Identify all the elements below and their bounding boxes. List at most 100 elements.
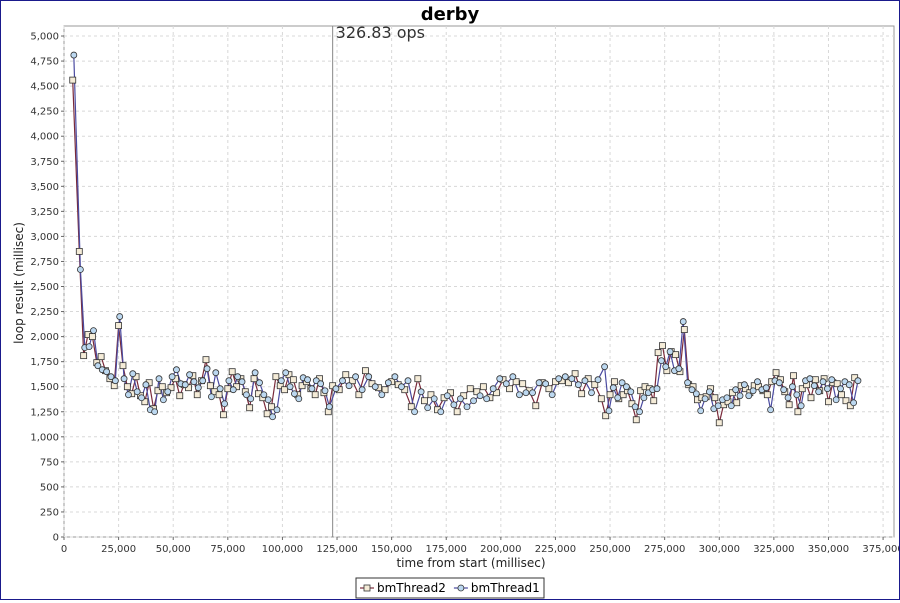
point-bmThread2	[807, 394, 815, 402]
y-tick-label: 1,250	[30, 407, 59, 418]
point-bmThread1	[291, 390, 298, 398]
point-bmThread2	[141, 398, 149, 406]
point-bmThread1	[749, 387, 757, 395]
point-bmThread1	[155, 375, 163, 383]
x-tick-label: 100,000	[262, 544, 303, 555]
point-bmThread2	[772, 369, 780, 377]
plot-area	[63, 25, 895, 538]
legend-marker-circle	[457, 584, 465, 592]
point-bmThread1	[618, 379, 626, 387]
point-bmThread2	[224, 385, 232, 393]
x-tick-label: 25,000	[101, 544, 136, 555]
point-bmThread1	[797, 402, 805, 410]
point-bmThread1	[443, 392, 451, 400]
point-bmThread1	[321, 387, 329, 395]
y-tick-label: 1,750	[30, 357, 59, 368]
point-bmThread1	[692, 390, 700, 398]
point-bmThread2	[825, 398, 832, 406]
point-bmThread1	[111, 377, 119, 385]
x-tick-label: 325,000	[753, 544, 794, 555]
point-bmThread1	[264, 396, 272, 404]
point-bmThread1	[714, 402, 722, 410]
point-bmThread1	[732, 386, 740, 394]
point-bmThread1	[850, 399, 857, 407]
point-bmThread2	[619, 391, 627, 399]
point-bmThread1	[561, 373, 569, 381]
point-bmThread2	[420, 397, 428, 405]
point-bmThread1	[594, 376, 602, 384]
point-bmThread2	[289, 376, 297, 384]
point-bmThread2	[119, 362, 127, 370]
point-bmThread2	[659, 342, 666, 350]
point-bmThread2	[362, 367, 369, 375]
x-axis: 0 25,000 50,000 75,000 100,000 125,000 150,000…	[61, 537, 900, 555]
annotation-group: 326.83 ops	[332, 23, 425, 537]
point-bmThread2	[311, 391, 319, 399]
point-bmThread2	[75, 248, 83, 255]
y-tick-label: 2,000	[30, 332, 59, 343]
point-bmThread2	[680, 326, 688, 333]
point-bmThread1	[483, 395, 491, 403]
point-bmThread1	[522, 389, 530, 397]
point-bmThread1	[430, 395, 438, 403]
point-bmThread1	[358, 386, 366, 394]
point-bmThread1	[107, 373, 115, 381]
point-bmThread1	[736, 392, 744, 400]
legend-box	[355, 577, 545, 599]
y-tick-label: 4,750	[30, 57, 59, 68]
point-bmThread1	[70, 51, 78, 59]
point-bmThread2	[263, 410, 271, 418]
point-bmThread1	[371, 383, 379, 391]
chart-title: derby	[421, 4, 480, 25]
point-bmThread1	[234, 373, 242, 381]
point-bmThread1	[684, 379, 691, 387]
point-bmThread2	[281, 386, 289, 394]
point-bmThread1	[212, 369, 220, 377]
point-bmThread1	[784, 394, 792, 402]
point-bmThread1	[740, 381, 748, 389]
point-bmThread1	[203, 365, 211, 373]
point-bmThread1	[675, 365, 683, 373]
y-tick-label: 3,500	[30, 182, 59, 193]
point-bmThread1	[269, 413, 276, 421]
point-bmThread1	[754, 378, 761, 386]
point-bmThread1	[614, 394, 622, 402]
point-bmThread1	[247, 395, 255, 403]
x-tick-label: 175,000	[426, 544, 467, 555]
point-bmThread2	[798, 385, 806, 393]
x-tick-label: 75,000	[210, 544, 245, 555]
point-bmThread2	[811, 376, 819, 384]
point-bmThread1	[181, 381, 189, 389]
point-bmThread2	[565, 379, 572, 387]
point-bmThread2	[202, 356, 210, 364]
point-bmThread2	[355, 391, 363, 399]
point-bmThread1	[325, 403, 333, 411]
point-bmThread1	[516, 391, 523, 399]
point-bmThread1	[151, 408, 159, 416]
point-bmThread1	[476, 392, 484, 400]
point-bmThread1	[701, 395, 709, 403]
point-bmThread1	[365, 373, 373, 381]
point-bmThread1	[631, 403, 639, 411]
point-bmThread1	[417, 388, 425, 396]
point-bmThread1	[345, 382, 353, 390]
y-tick-label: 3,250	[30, 207, 59, 218]
point-bmThread2	[206, 382, 214, 390]
point-bmThread2	[97, 353, 105, 361]
y-tick-label: 750	[40, 457, 59, 468]
point-bmThread1	[502, 380, 510, 388]
point-bmThread1	[837, 385, 844, 393]
point-bmThread1	[216, 385, 224, 393]
x-tick-label: 300,000	[699, 544, 740, 555]
point-bmThread2	[591, 381, 599, 389]
y-tick-label: 4,000	[30, 132, 59, 143]
point-bmThread1	[94, 362, 102, 370]
point-bmThread1	[225, 377, 233, 385]
point-bmThread1	[173, 366, 180, 374]
y-tick-label: 250	[40, 507, 59, 518]
point-bmThread1	[605, 407, 613, 415]
point-bmThread1	[789, 383, 796, 391]
point-bmThread1	[411, 408, 418, 416]
point-bmThread1	[384, 379, 392, 387]
point-bmThread1	[457, 395, 464, 403]
